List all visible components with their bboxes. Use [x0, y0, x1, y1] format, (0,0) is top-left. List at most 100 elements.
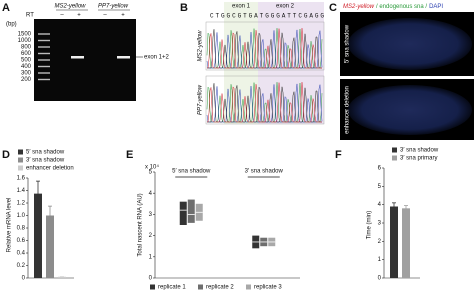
ladder-label: 600 — [21, 51, 32, 57]
ladder-band — [38, 39, 50, 42]
y-tick-label: 5 — [378, 184, 382, 190]
row-label: MS2-yellow — [198, 30, 204, 62]
legend-swatch — [150, 284, 155, 290]
ladder-band — [38, 52, 50, 55]
title-part: MS2-yellow — [343, 4, 375, 10]
band-label: exon 1+2 — [144, 55, 170, 61]
trace — [206, 29, 323, 69]
group-label: 3′ sna shadow — [245, 169, 284, 175]
y-tick-label: 2 — [378, 239, 382, 245]
panel-label: D — [2, 149, 10, 161]
ladder-label: 300 — [21, 71, 32, 77]
trace — [206, 28, 322, 69]
embryo — [348, 85, 472, 135]
box — [179, 201, 187, 225]
exon: exon 2 — [276, 4, 295, 10]
ladder-band — [38, 72, 50, 74]
legend-swatch — [392, 155, 397, 161]
y-tick-label: 0.6 — [17, 238, 26, 244]
chromatogram — [205, 21, 325, 125]
y-tick-label: 3 — [149, 212, 153, 218]
y-tick-label: 2 — [149, 233, 153, 239]
c-title: MS2-yellow / endogenous sna / DAPI — [343, 4, 443, 10]
y-tick-label: 1.0 — [17, 213, 26, 219]
legend-swatch — [392, 147, 397, 153]
ladder-label: 1000 — [18, 38, 32, 44]
legend-swatch — [18, 149, 23, 155]
legend-label: replicate 2 — [206, 285, 234, 291]
panel-label: E — [126, 149, 133, 161]
row-label: 5′ sna shadow — [345, 24, 351, 63]
row-label: enhancer deletion — [345, 86, 351, 134]
y-label: Time (min) — [367, 211, 373, 239]
y-tick-label: 1.4 — [17, 188, 26, 194]
y-tick-label: 1.2 — [17, 201, 26, 207]
embryo — [348, 18, 472, 70]
ladder-band — [38, 78, 50, 81]
y-tick-label: 0.4 — [17, 251, 26, 257]
ladder-band — [38, 46, 50, 48]
title-part: DAPI — [429, 4, 443, 10]
y-tick-label: 0 — [22, 276, 26, 282]
sequence: CTGGCGTGATGGGATTCGAGG — [210, 13, 324, 20]
ladder-label: 400 — [21, 64, 32, 70]
y-tick-label: 1 — [149, 254, 153, 260]
y-tick-label: 1 — [378, 257, 382, 263]
lane: + — [77, 13, 81, 19]
trace-frame — [205, 75, 325, 125]
legend-swatch — [18, 165, 23, 171]
legend-label: replicate 3 — [254, 285, 282, 291]
panel-label: F — [335, 149, 342, 161]
exon: exon 1 — [232, 4, 251, 10]
bar — [58, 276, 66, 278]
title-part: / endogenous sna / — [376, 4, 427, 10]
panel-label: A — [2, 2, 10, 14]
ladder-label: 800 — [21, 45, 32, 51]
y-tick-label: 0 — [378, 276, 382, 282]
legend-label: enhancer deletion — [26, 166, 74, 172]
y-tick-label: 3 — [378, 221, 382, 227]
y-tick-label: 0.8 — [17, 226, 26, 232]
rt: RT — [26, 13, 34, 19]
bar — [402, 208, 410, 278]
lane: – — [60, 13, 64, 19]
ladder-band — [38, 59, 50, 61]
panel-label: B — [180, 2, 188, 14]
panel-label: C — [329, 2, 337, 14]
band — [71, 56, 84, 59]
ladder-band — [38, 33, 50, 35]
legend-label: 5′ sna shadow — [26, 150, 65, 156]
sample: MS2-yellow — [54, 4, 86, 10]
legend-swatch — [246, 284, 251, 290]
ladder-label: 200 — [21, 77, 32, 83]
legend-label: 3′ sna shadow — [400, 148, 439, 154]
legend-label: 3′ sna primary — [400, 156, 437, 162]
y-tick-label: 5 — [149, 170, 153, 176]
row-label: PP7-yellow — [198, 84, 204, 115]
charts: D Relative mRNA level 0 0.2 0.4 0.6 0.8 1.0 1.2 1… — [2, 147, 439, 291]
group-label: 5′ sna shadow — [172, 169, 211, 175]
y-tick-label: 0 — [149, 276, 153, 282]
legend-label: 3′ sna shadow — [26, 158, 65, 164]
sample: PP7-yellow — [98, 4, 129, 10]
legend-swatch — [198, 284, 203, 290]
y-tick-label: 4 — [149, 191, 153, 197]
y-tick-label: 1.6 — [17, 176, 26, 182]
y-label: Total nascent RNA (AU) — [138, 193, 144, 256]
trace — [206, 83, 323, 123]
y-tick-label: 4 — [378, 202, 382, 208]
trace — [206, 82, 322, 123]
legend-label: replicate 1 — [158, 285, 186, 291]
ladder-label: 1500 — [18, 32, 32, 38]
legend-swatch — [18, 157, 23, 163]
y-tick-label: 6 — [378, 166, 382, 172]
ladder-label: 500 — [21, 58, 32, 64]
ladder-band — [38, 65, 50, 68]
box — [187, 199, 195, 223]
bar — [46, 215, 54, 278]
unit: (bp) — [6, 22, 17, 28]
y-label: Relative mRNA level — [7, 198, 13, 253]
bar — [34, 193, 42, 278]
